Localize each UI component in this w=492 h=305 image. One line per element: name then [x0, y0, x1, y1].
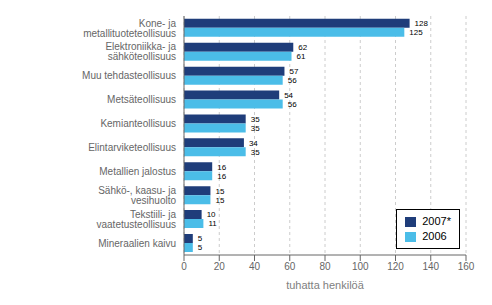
- svg-text:57: 57: [289, 67, 298, 76]
- svg-text:Kemianteollisuus: Kemianteollisuus: [100, 118, 176, 129]
- svg-text:140: 140: [422, 261, 439, 272]
- svg-text:Elintarviketeollisuus: Elintarviketeollisuus: [88, 142, 176, 153]
- svg-text:56: 56: [288, 100, 297, 109]
- svg-text:35: 35: [251, 124, 260, 133]
- svg-text:16: 16: [217, 172, 226, 181]
- svg-text:Kone- jametallituoteteollisuus: Kone- jametallituoteteollisuus: [83, 18, 176, 39]
- svg-text:Metallien jalostus: Metallien jalostus: [99, 166, 176, 177]
- svg-text:16: 16: [217, 163, 226, 172]
- svg-text:5: 5: [198, 234, 203, 243]
- svg-text:20: 20: [214, 261, 226, 272]
- svg-text:5: 5: [198, 243, 203, 252]
- svg-text:61: 61: [297, 52, 306, 61]
- svg-text:Mineraalien kaivu: Mineraalien kaivu: [98, 238, 176, 249]
- svg-text:62: 62: [298, 43, 307, 52]
- svg-text:Metsäteollisuus: Metsäteollisuus: [107, 94, 176, 105]
- svg-text:Sähkö-, kaasu- javesihuolto: Sähkö-, kaasu- javesihuolto: [98, 185, 176, 206]
- svg-text:15: 15: [215, 196, 224, 205]
- svg-text:10: 10: [207, 210, 216, 219]
- svg-text:160: 160: [458, 261, 475, 272]
- svg-text:125: 125: [409, 28, 423, 37]
- svg-text:tuhatta henkilöä: tuhatta henkilöä: [286, 279, 365, 291]
- html-text:2006: 2006: [422, 230, 447, 242]
- svg-text:Tekstiili- javaatetusteollisuu: Tekstiili- javaatetusteollisuus: [97, 209, 177, 230]
- svg-text:60: 60: [284, 261, 296, 272]
- svg-text:35: 35: [251, 115, 260, 124]
- html-text:2007*: 2007*: [422, 215, 451, 227]
- svg-text:54: 54: [284, 91, 293, 100]
- svg-text:128: 128: [415, 19, 429, 28]
- svg-text:35: 35: [251, 148, 260, 157]
- svg-text:11: 11: [208, 219, 217, 228]
- svg-text:56: 56: [288, 76, 297, 85]
- svg-text:120: 120: [387, 261, 404, 272]
- svg-text:100: 100: [352, 261, 369, 272]
- svg-text:15: 15: [215, 187, 224, 196]
- svg-text:Muu tehdasteollisuus: Muu tehdasteollisuus: [82, 70, 176, 81]
- svg-text:80: 80: [319, 261, 331, 272]
- svg-text:40: 40: [249, 261, 261, 272]
- svg-text:Elektroniikka- jasähköteollisu: Elektroniikka- jasähköteollisuus: [105, 41, 176, 62]
- svg-text:0: 0: [181, 261, 187, 272]
- svg-text:34: 34: [249, 139, 258, 148]
